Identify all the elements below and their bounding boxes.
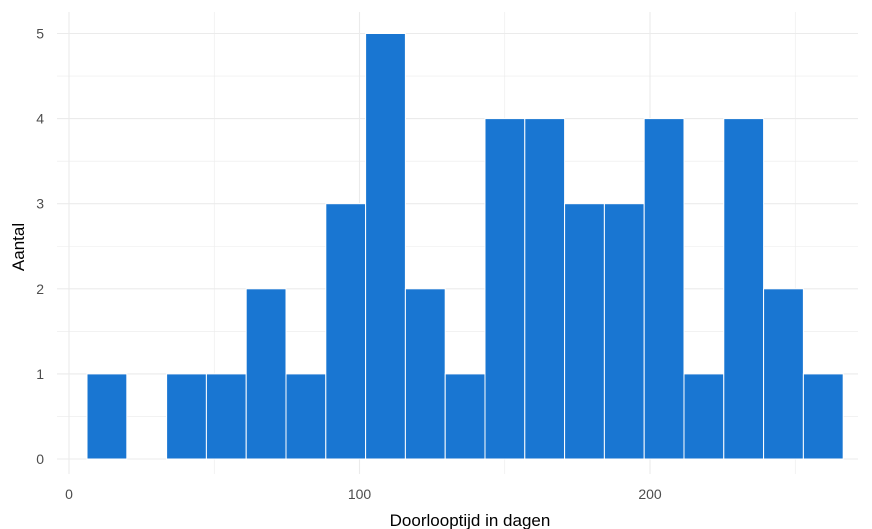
histogram-bar (166, 373, 207, 460)
y-tick-label: 3 (36, 196, 44, 212)
x-axis-ticks: 0 100 200 (65, 486, 662, 502)
histogram-bar (643, 118, 685, 460)
histogram-bar (365, 33, 406, 460)
histogram-bar (86, 373, 128, 460)
histogram-bar (444, 373, 486, 460)
y-axis-ticks: 0 1 2 3 4 5 (36, 26, 44, 468)
x-tick-label: 200 (638, 486, 662, 502)
histogram-bar (325, 203, 367, 460)
histogram-bar (285, 373, 327, 460)
histogram-bar (603, 203, 645, 460)
histogram-bar (802, 373, 844, 460)
histogram-bar (683, 373, 725, 460)
x-tick-label: 100 (348, 486, 372, 502)
histogram-bar (205, 373, 247, 460)
x-tick-label: 0 (65, 486, 73, 502)
histogram-bar (763, 288, 804, 460)
histogram-bar (484, 118, 526, 460)
y-axis-title: Aantal (9, 223, 28, 271)
histogram-bar (723, 118, 765, 460)
histogram-bar (404, 288, 446, 460)
y-tick-label: 4 (36, 111, 44, 127)
y-tick-label: 5 (36, 26, 44, 42)
y-tick-label: 1 (36, 366, 44, 382)
y-tick-label: 0 (36, 451, 44, 467)
histogram-bars (86, 33, 844, 460)
histogram-bar (245, 288, 287, 460)
minor-gridlines (57, 12, 858, 474)
y-tick-label: 2 (36, 281, 44, 297)
x-axis-title: Doorlooptijd in dagen (390, 511, 551, 529)
histogram-bar (564, 203, 605, 460)
histogram-bar (524, 118, 566, 460)
